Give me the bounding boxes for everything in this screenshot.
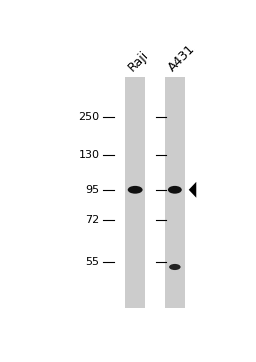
Bar	[165, 77, 185, 308]
Text: 250: 250	[78, 112, 99, 122]
Ellipse shape	[128, 186, 143, 194]
Text: 95: 95	[85, 185, 99, 195]
Text: 72: 72	[85, 215, 99, 226]
Text: Raji: Raji	[126, 49, 152, 74]
Text: 55: 55	[86, 257, 99, 267]
Text: 130: 130	[78, 150, 99, 160]
Polygon shape	[189, 182, 196, 198]
Bar	[125, 77, 145, 308]
Ellipse shape	[168, 186, 182, 194]
Ellipse shape	[169, 264, 180, 270]
Text: A431: A431	[166, 42, 198, 74]
